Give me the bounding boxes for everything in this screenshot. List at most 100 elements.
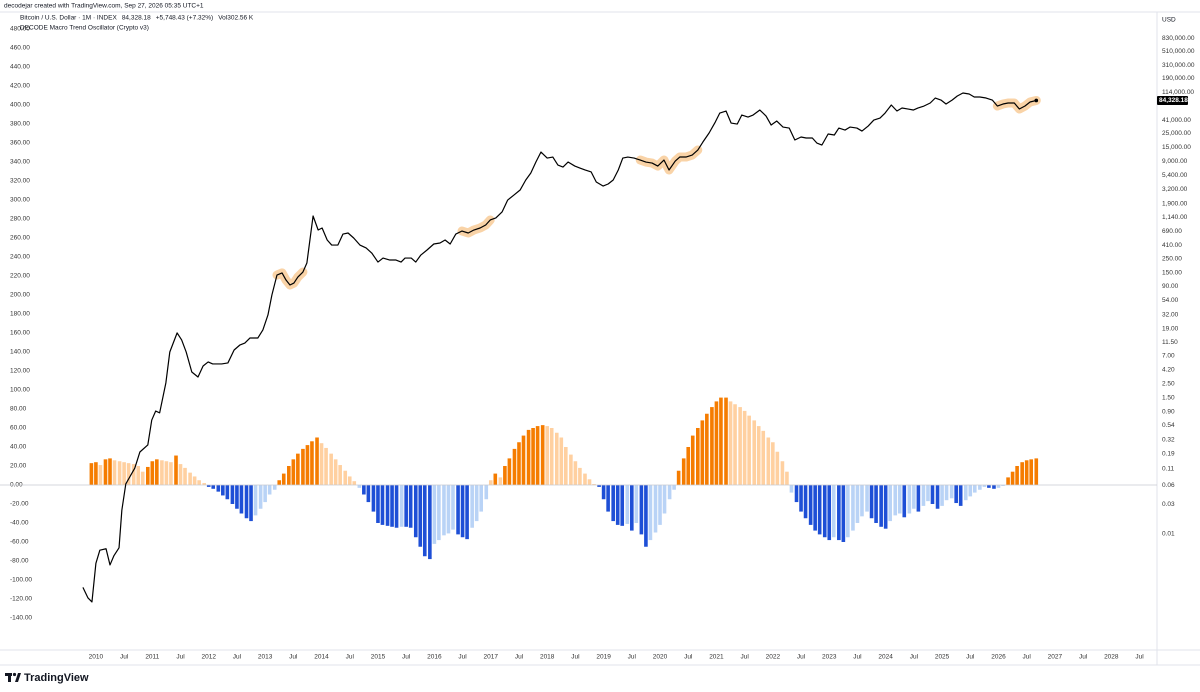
footer-brand: TradingView <box>24 672 89 684</box>
legend-last-price: 84,328.18 <box>122 15 151 22</box>
y-tick-label: 240.00 <box>10 254 30 261</box>
y2-tick-label: 15,000.00 <box>1162 144 1191 151</box>
y2-tick-label: 190,000.00 <box>1162 75 1195 82</box>
oscillator-bar <box>526 429 531 485</box>
oscillator-bar <box>197 480 201 485</box>
oscillator-bar <box>775 451 780 485</box>
y2-tick-label: 510,000.00 <box>1162 48 1195 55</box>
oscillator-bar <box>277 480 282 485</box>
x-tick-label: Jul <box>966 654 975 661</box>
oscillator-bar <box>117 461 122 485</box>
oscillator-bar <box>771 442 775 485</box>
y-tick-label: 140.00 <box>10 349 30 356</box>
oscillator-bar <box>126 463 131 485</box>
oscillator-bar <box>310 441 314 485</box>
y-tick-label: -120.00 <box>10 596 32 603</box>
oscillator-bar <box>1010 471 1015 485</box>
oscillator-bar <box>169 462 173 485</box>
x-tick-label: 2025 <box>935 654 950 661</box>
oscillator-bar <box>597 484 601 487</box>
x-tick-label: Jul <box>346 654 355 661</box>
x-tick-label: 2019 <box>596 654 611 661</box>
oscillator-bar <box>136 465 141 485</box>
y2-tick-label: 150.00 <box>1162 269 1182 276</box>
oscillator-bar <box>362 484 366 495</box>
y2-tick-label: 690.00 <box>1162 228 1182 235</box>
oscillator-bar <box>954 484 958 504</box>
y2-tick-label: 25,000.00 <box>1162 130 1191 137</box>
oscillator-bar <box>221 484 225 496</box>
x-tick-label: Jul <box>797 654 806 661</box>
oscillator-bar <box>244 484 249 519</box>
oscillator-bar <box>267 484 272 495</box>
y2-tick-label: 0.19 <box>1162 451 1175 458</box>
oscillator-bar <box>296 453 300 485</box>
y-tick-label: 400.00 <box>10 102 30 109</box>
y2-tick-label: 0.32 <box>1162 436 1175 443</box>
y2-tick-label: 114,000.00 <box>1162 89 1194 96</box>
oscillator-bar <box>202 483 207 485</box>
oscillator-bar <box>944 484 949 501</box>
oscillator-bar <box>460 484 465 538</box>
oscillator-bar <box>437 484 441 541</box>
oscillator-bar <box>479 484 483 512</box>
oscillator-bar <box>385 484 390 526</box>
y2-tick-label: 5,400.00 <box>1162 172 1188 179</box>
y2-tick-label: 7.00 <box>1162 353 1175 360</box>
oscillator-bar <box>230 484 235 504</box>
oscillator-bar <box>131 464 136 485</box>
oscillator-bar <box>249 484 253 522</box>
oscillator-bar <box>667 484 672 500</box>
y-tick-label: 40.00 <box>10 444 27 451</box>
y-tick-label: -60.00 <box>10 539 29 546</box>
oscillator-bar <box>319 443 324 485</box>
oscillator-bar <box>225 484 230 500</box>
price-tag <box>1157 95 1188 105</box>
oscillator-bar <box>662 484 667 514</box>
y2-tick-label: 1.50 <box>1162 394 1175 401</box>
x-tick-label: 2018 <box>540 654 555 661</box>
oscillator-bar <box>653 484 658 533</box>
oscillator-bar <box>108 458 112 485</box>
oscillator-bar <box>869 484 874 519</box>
x-tick-label: Jul <box>120 654 129 661</box>
oscillator-bar <box>258 484 263 509</box>
oscillator-bar <box>916 484 921 512</box>
oscillator-bar <box>912 484 916 509</box>
oscillator-bar <box>808 484 813 525</box>
oscillator-bar <box>428 484 432 560</box>
logo-part <box>8 673 11 682</box>
y-tick-label: -40.00 <box>10 520 29 527</box>
y-tick-label: 100.00 <box>10 387 30 394</box>
oscillator-bar <box>432 484 437 544</box>
last-price-dot <box>1034 98 1039 103</box>
oscillator-bar <box>658 484 662 525</box>
oscillator-bar <box>155 459 159 485</box>
x-tick-label: 2014 <box>314 654 329 661</box>
x-tick-label: 2013 <box>258 654 273 661</box>
y-tick-label: 340.00 <box>10 159 30 166</box>
oscillator-bar <box>719 397 723 485</box>
x-tick-label: 2028 <box>1104 654 1119 661</box>
price-tag-label: 84,328.18 <box>1159 97 1188 104</box>
oscillator-bar <box>329 453 333 485</box>
y-tick-label: 360.00 <box>10 140 30 147</box>
oscillator-bar <box>601 484 606 500</box>
oscillator-bar <box>160 460 164 485</box>
oscillator-bar <box>503 465 507 485</box>
oscillator-bar <box>451 484 455 530</box>
oscillator-bar <box>710 407 714 485</box>
plot-area: 480.00 460.00 440.00 420.00 400.00 380.00 360.… <box>0 26 1157 622</box>
y2-tick-label: 250.00 <box>1162 255 1182 262</box>
oscillator-bar <box>211 484 216 489</box>
x-tick-label: Jul <box>1023 654 1032 661</box>
y2-tick-label: 0.11 <box>1162 465 1175 472</box>
oscillator-bar <box>822 484 827 538</box>
oscillator-bar <box>512 448 517 485</box>
oscillator-bar <box>488 480 493 485</box>
price-unit: USD <box>1162 17 1176 24</box>
y2-tick-label: 19.00 <box>1162 325 1179 332</box>
oscillator-bar <box>789 484 794 493</box>
y-tick-label: -20.00 <box>10 501 29 508</box>
oscillator-bar <box>164 461 169 485</box>
